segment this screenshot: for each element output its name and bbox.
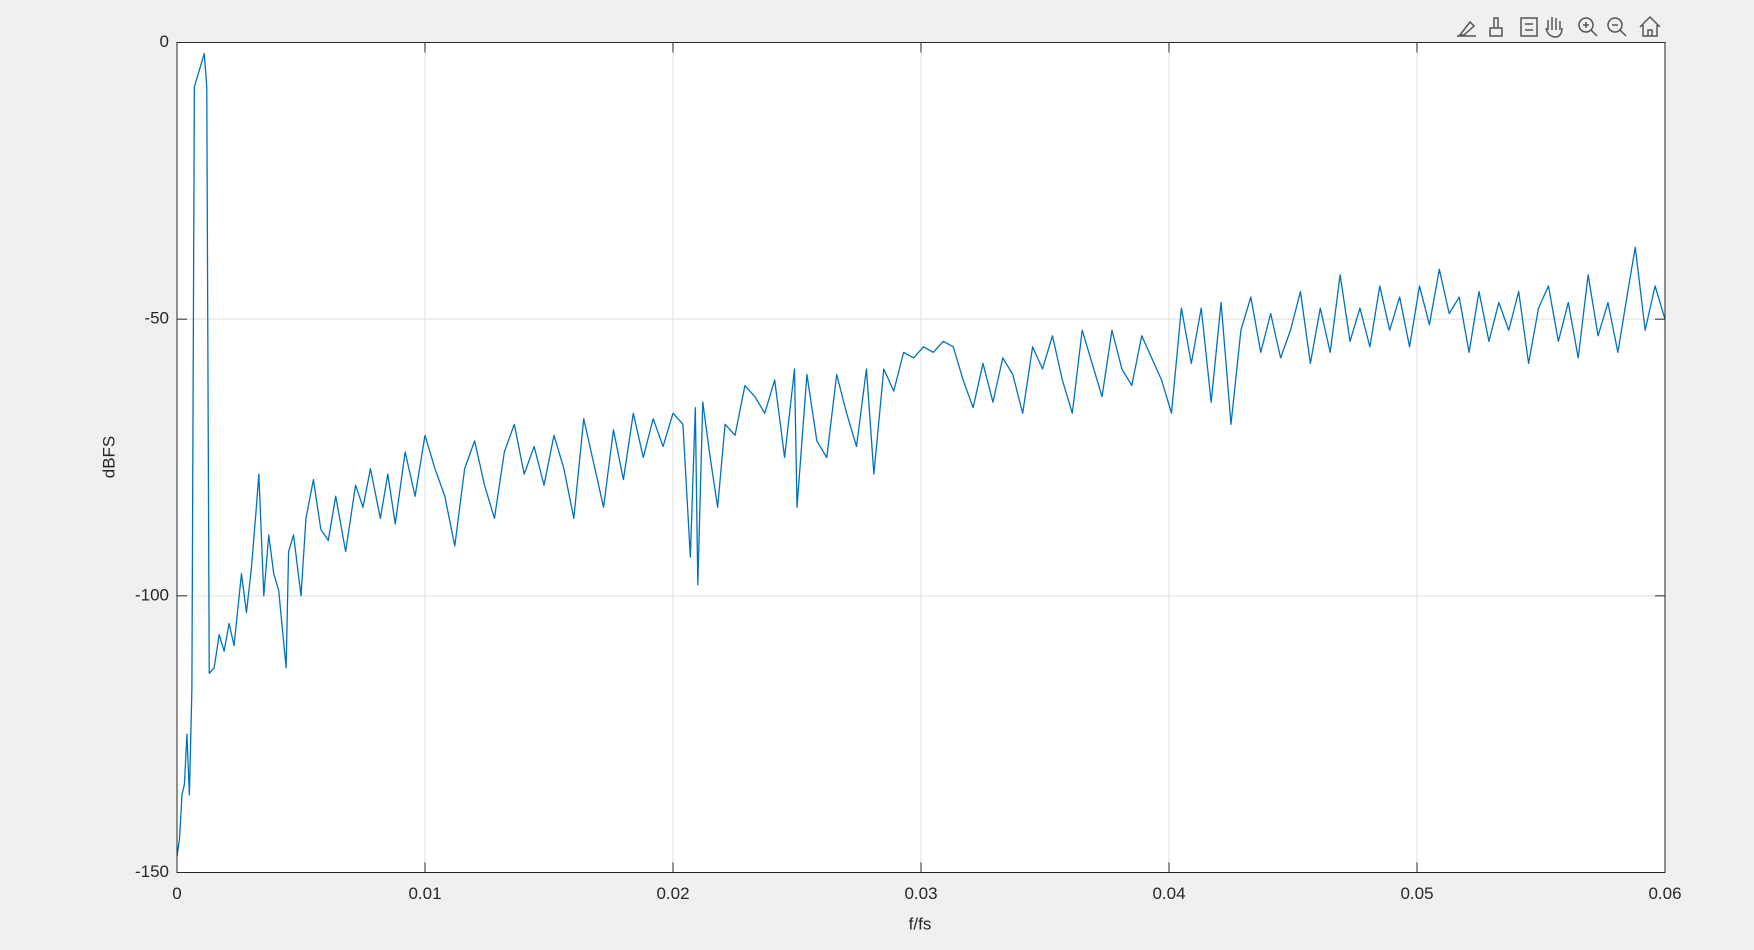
ticks: 0 0.01 0.02 0.03 0.04 0.05 0.06 -150 -100 -50 0 <box>135 32 1682 903</box>
y-tick-label: -100 <box>135 585 169 604</box>
y-axis-label: dBFS <box>99 436 118 479</box>
x-tick-label: 0.03 <box>904 884 937 903</box>
y-tick-label: -50 <box>144 309 169 328</box>
brush-icon[interactable] <box>1489 17 1503 37</box>
plot <box>176 52 1666 856</box>
zoom-in-icon[interactable] <box>1578 17 1598 37</box>
y-tick-label: -150 <box>135 862 169 881</box>
edit-icon[interactable] <box>1457 20 1476 37</box>
y-tick-label: 0 <box>160 32 169 51</box>
x-tick-label: 0.01 <box>408 884 441 903</box>
x-tick-label: 0.02 <box>656 884 689 903</box>
toolbar <box>1457 15 1661 38</box>
zoom-out-icon[interactable] <box>1607 17 1627 37</box>
home-icon[interactable] <box>1639 15 1661 37</box>
x-tick-label: 0.06 <box>1648 884 1681 903</box>
datatip-icon[interactable] <box>1520 17 1538 37</box>
pan-icon[interactable] <box>1545 17 1563 38</box>
x-tick-label: 0.05 <box>1400 884 1433 903</box>
x-tick-label: 0 <box>172 884 181 903</box>
spectrum-line <box>176 52 1666 856</box>
x-axis-label: f/fs <box>909 914 932 933</box>
x-tick-label: 0.04 <box>1152 884 1185 903</box>
